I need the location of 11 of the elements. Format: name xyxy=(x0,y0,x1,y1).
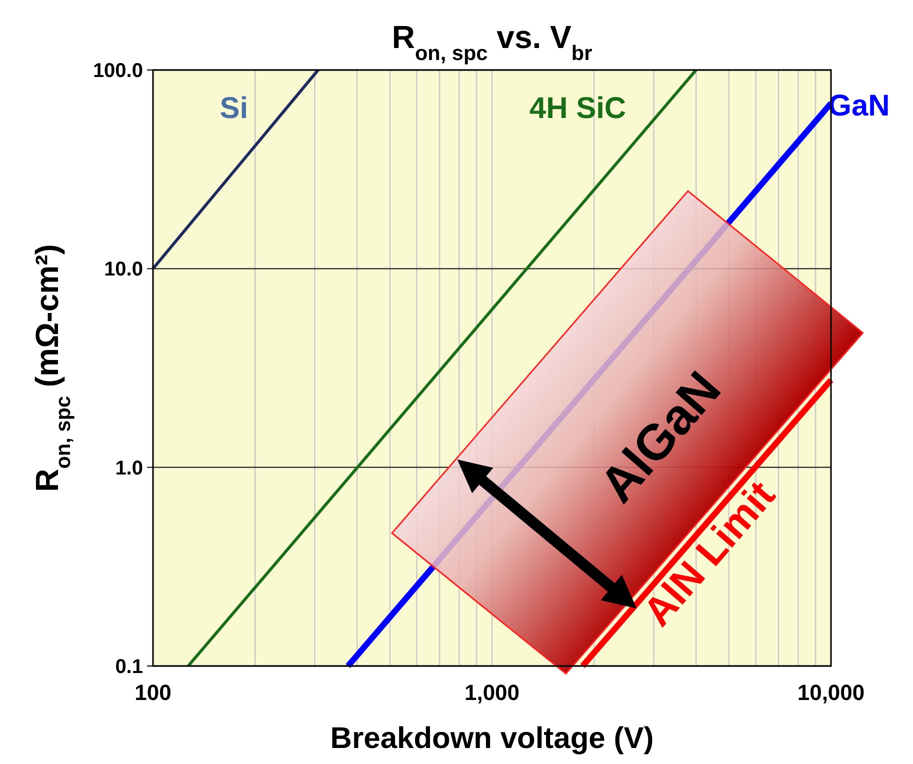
y-tick-label: 10.0 xyxy=(104,258,143,281)
chart-title: R$_{on, spc}$ vs. V$_{br}$ xyxy=(392,19,592,64)
x-tick-label: 10,000 xyxy=(797,680,865,705)
y-tick-label: 0.1 xyxy=(115,656,143,678)
x-axis-title: Breakdown voltage (V) xyxy=(330,722,654,755)
y-tick-label: 1.0 xyxy=(115,457,143,480)
y-tick-label: 100.0 xyxy=(92,60,143,82)
x-tick-label: 1,000 xyxy=(464,680,520,705)
series-label: 4H SiC xyxy=(529,92,626,125)
series-label: Si xyxy=(220,92,248,125)
x-tick-label: 100 xyxy=(134,680,172,705)
